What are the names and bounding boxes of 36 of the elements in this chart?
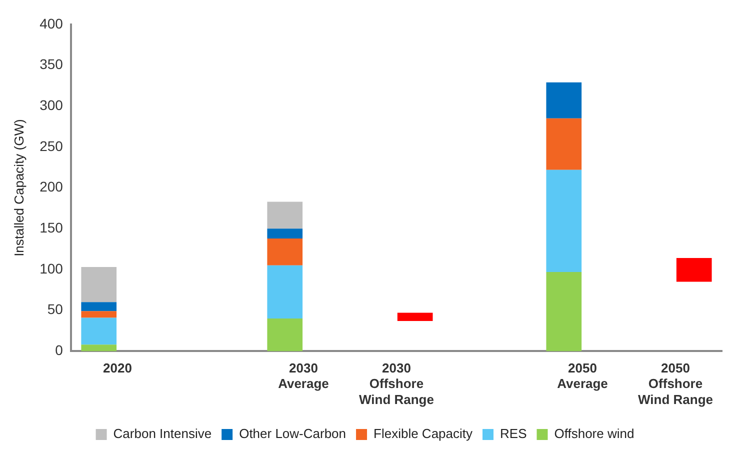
y-tick-label: 150: [40, 220, 64, 236]
bar: [81, 311, 117, 318]
bar: [546, 170, 582, 272]
bar: [546, 272, 582, 352]
legend-label: Flexible Capacity: [374, 426, 474, 442]
bar: [397, 312, 433, 321]
y-axis-title: Installed Capacity (GW): [11, 119, 26, 256]
bar: [676, 258, 712, 282]
legend-label: RES: [500, 426, 528, 442]
y-tick-label: 0: [55, 342, 64, 358]
y-tick-label: 400: [40, 15, 64, 32]
bar: [81, 344, 117, 352]
bar: [267, 318, 303, 352]
x-tick-label: 2030 Average: [278, 360, 329, 392]
legend-label: Other Low-Carbon: [239, 426, 346, 442]
x-tick-label: 2050 Average: [557, 360, 608, 392]
bar: [81, 318, 117, 345]
bar: [267, 238, 303, 266]
bar: [81, 302, 117, 312]
bar: [267, 202, 303, 229]
legend-label: Offshore wind: [554, 426, 634, 442]
y-tick-label: 50: [47, 301, 64, 318]
x-tick-label: 2050 Offshore Wind Range: [638, 360, 713, 407]
legend-label: Carbon Intensive: [113, 426, 212, 442]
bar: [546, 82, 582, 118]
x-tick-label: 2030 Offshore Wind Range: [358, 360, 434, 407]
y-tick-label: 100: [40, 260, 64, 276]
bar: [267, 228, 303, 238]
x-tick-label: 2020: [103, 360, 132, 376]
y-tick-label: 300: [40, 96, 64, 113]
bar: [81, 267, 117, 302]
y-tick-label: 350: [40, 56, 64, 72]
y-tick-label: 200: [40, 178, 64, 195]
y-tick-label: 250: [40, 138, 64, 154]
bar: [546, 118, 582, 170]
bar: [267, 265, 303, 319]
